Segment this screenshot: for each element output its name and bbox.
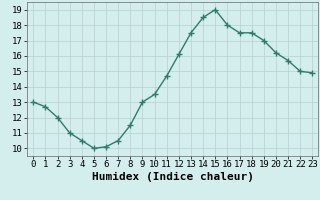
X-axis label: Humidex (Indice chaleur): Humidex (Indice chaleur) <box>92 172 254 182</box>
